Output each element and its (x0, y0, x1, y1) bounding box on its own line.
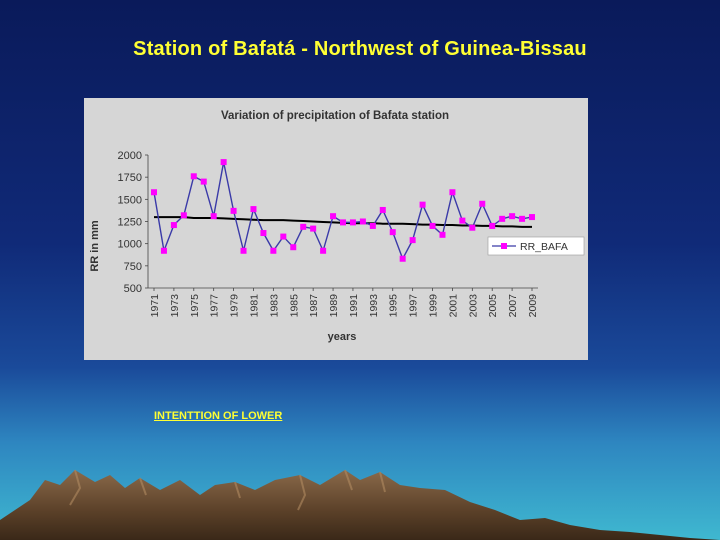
y-tick-label: 1750 (118, 172, 142, 184)
legend-box (487, 236, 585, 256)
data-point (499, 215, 506, 222)
x-tick-label: 2001 (447, 294, 459, 318)
data-point (260, 230, 267, 237)
x-tick-label: 1973 (169, 294, 181, 318)
data-point (250, 206, 257, 213)
x-tick-label: 1971 (149, 294, 161, 318)
precipitation-chart: Variation of precipitation of Bafata sta… (89, 110, 585, 343)
data-point (340, 219, 346, 226)
chart-title: Variation of precipitation of Bafata sta… (221, 110, 449, 122)
data-point (290, 244, 297, 251)
x-tick-label: 1983 (268, 294, 280, 318)
x-tick-label: 1975 (189, 294, 201, 318)
data-point (389, 229, 396, 236)
data-point (200, 178, 207, 185)
x-tick-label: 1989 (328, 294, 340, 318)
x-tick-label: 1981 (248, 294, 260, 318)
x-tick-label: 2007 (507, 294, 519, 318)
series-line (153, 161, 533, 261)
y-tick-label: 500 (124, 283, 142, 295)
x-tick-label: 1993 (368, 294, 380, 318)
data-point (529, 214, 535, 221)
x-axis-ticks: 1971 1973 1975 1977 1979 1981 1983 1985 1987 1989… (149, 288, 539, 317)
data-point (489, 222, 496, 229)
data-point (519, 215, 526, 222)
data-point (300, 223, 307, 230)
series-rr-bafa (151, 159, 535, 262)
legend-marker (501, 243, 507, 249)
x-tick-label: 1999 (428, 294, 440, 318)
data-point (439, 231, 446, 238)
chart-panel: Variation of precipitation of Bafata sta… (84, 98, 588, 360)
data-point (151, 189, 157, 196)
data-point (160, 247, 167, 254)
data-point (270, 247, 277, 254)
data-point (240, 247, 247, 254)
data-point (409, 237, 416, 244)
data-point (449, 189, 456, 196)
data-point (280, 233, 287, 240)
data-point (180, 212, 187, 219)
data-point (210, 213, 217, 220)
data-point (359, 218, 366, 225)
data-point (459, 217, 466, 224)
legend-label: RR_BAFA (520, 241, 568, 253)
x-tick-label: 1985 (288, 294, 300, 318)
data-point (310, 225, 317, 232)
data-point (170, 222, 177, 229)
y-tick-label: 750 (124, 261, 142, 273)
x-axis-label: years (328, 331, 357, 343)
x-tick-label: 1979 (229, 294, 241, 318)
x-tick-label: 2003 (467, 294, 479, 318)
data-point (320, 247, 327, 254)
footnote-link[interactable]: INTENTTION OF LOWER (154, 410, 283, 422)
mountain-silhouette (0, 469, 720, 540)
legend: RR_BAFA (487, 236, 585, 256)
x-tick-label: 1997 (408, 294, 420, 318)
y-axis-label: RR in mm (89, 220, 101, 272)
data-point (220, 159, 227, 166)
data-point (190, 173, 197, 180)
data-point (369, 222, 376, 229)
y-tick-label: 1500 (118, 194, 142, 206)
mountain-range (0, 470, 720, 540)
y-tick-label: 2000 (118, 150, 142, 162)
data-point (230, 207, 237, 214)
x-tick-label: 1977 (209, 294, 221, 318)
data-point (399, 255, 406, 262)
x-tick-label: 1991 (348, 294, 360, 318)
data-point (349, 219, 356, 226)
data-point (429, 222, 436, 229)
x-tick-label: 1995 (388, 294, 400, 318)
slide-title: Station of Bafatá - Northwest of Guinea-… (133, 38, 587, 60)
data-point (330, 213, 337, 220)
y-tick-label: 1250 (118, 217, 142, 229)
data-point (479, 200, 486, 207)
data-point (469, 224, 476, 231)
x-tick-label: 1987 (308, 294, 320, 318)
y-tick-label: 1000 (118, 239, 142, 251)
x-tick-label: 2005 (487, 294, 499, 318)
data-point (379, 206, 386, 213)
data-point (419, 201, 426, 208)
x-tick-label: 2009 (527, 294, 539, 318)
data-point (509, 213, 516, 220)
y-axis-ticks: 500 750 1000 1250 1500 1750 2000 (118, 150, 148, 295)
mountain-highlights (69, 469, 386, 511)
